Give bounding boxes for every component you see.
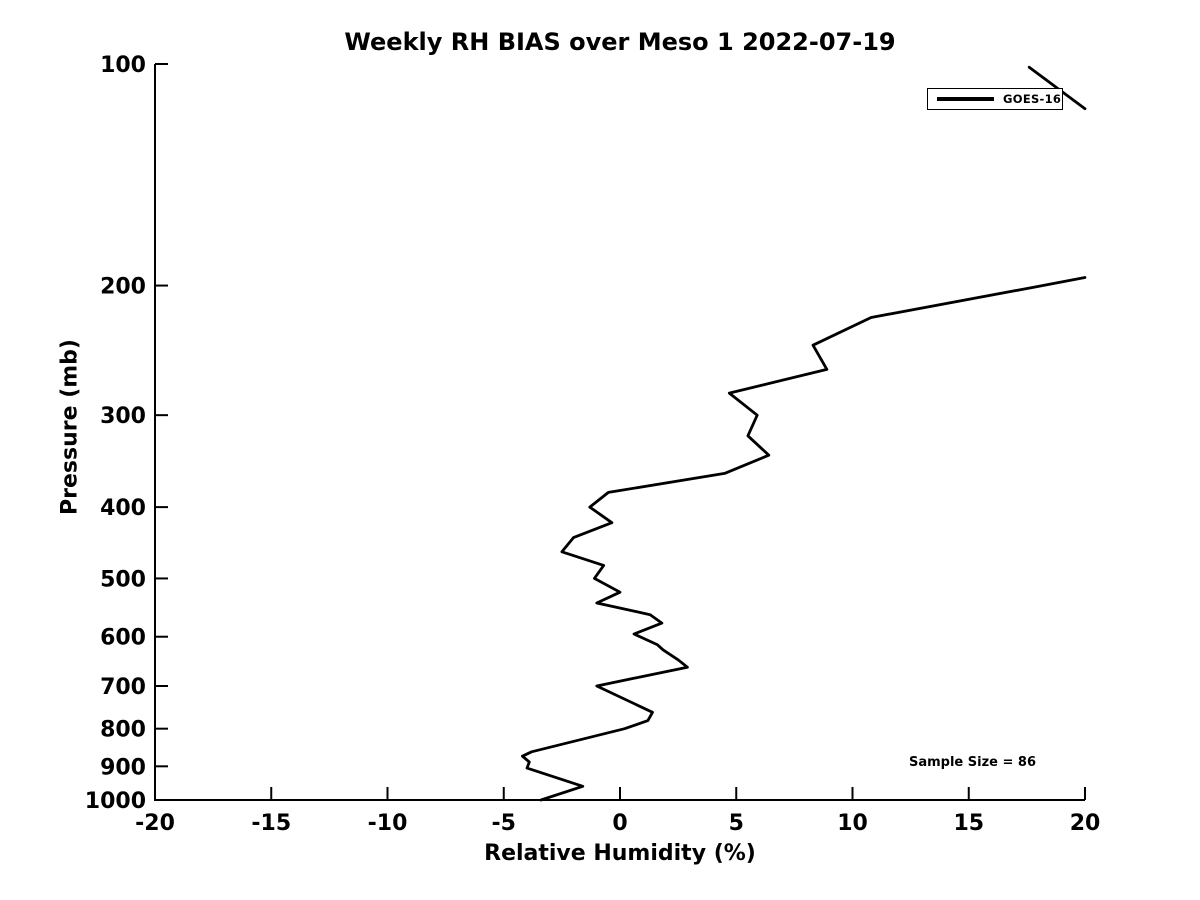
y-tick-label: 200	[100, 275, 146, 300]
y-tick-label: 100	[100, 53, 146, 78]
x-axis-label: Relative Humidity (%)	[484, 841, 756, 866]
x-tick-label: 15	[953, 811, 984, 836]
x-tick-label: 10	[837, 811, 868, 836]
y-tick-label: 800	[100, 718, 146, 743]
y-tick-label: 500	[100, 567, 146, 592]
data-line-goes-16	[1027, 65, 1087, 111]
x-tick-label: -20	[135, 811, 175, 836]
x-tick-label: 0	[612, 811, 627, 836]
data-line-goes-16	[521, 276, 1087, 802]
x-tick-label: -10	[368, 811, 408, 836]
x-tick-label: 20	[1070, 811, 1101, 836]
chart-title: Weekly RH BIAS over Meso 1 2022-07-19	[344, 28, 896, 56]
y-tick-label: 1000	[85, 789, 146, 814]
sample-size-annotation: Sample Size = 86	[908, 755, 1037, 770]
x-tick-label: 5	[729, 811, 744, 836]
y-tick-label: 400	[100, 496, 146, 521]
y-tick-label: 600	[100, 626, 146, 651]
legend-label: GOES-16	[1003, 92, 1062, 106]
legend: GOES-16	[927, 88, 1063, 110]
axes-spines	[154, 64, 1085, 801]
y-tick-label: 900	[100, 755, 146, 780]
x-tick-label: -5	[492, 811, 516, 836]
legend-line-sample	[937, 97, 994, 101]
x-tick-label: -15	[251, 811, 291, 836]
y-tick-label: 300	[100, 404, 146, 429]
y-tick-label: 700	[100, 675, 146, 700]
